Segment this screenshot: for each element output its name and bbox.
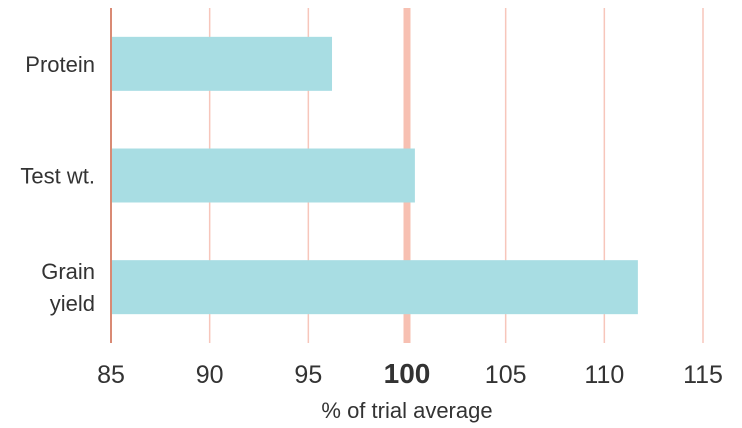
labels: 85 90 95 100 105 110 115 Protein Test wt. Grain yi… <box>20 52 723 389</box>
bar <box>111 260 638 315</box>
x-tick-label: 110 <box>584 361 624 389</box>
x-tick-label: 100 <box>384 358 431 389</box>
category-label: Grain yield <box>41 259 95 316</box>
x-tick-label: 105 <box>485 361 527 389</box>
x-tick-label: 115 <box>683 361 723 389</box>
category-label: Test wt. <box>20 164 95 189</box>
x-tick-label: 95 <box>294 361 322 389</box>
bar <box>111 36 333 91</box>
bars <box>111 36 638 315</box>
x-tick-label: 90 <box>196 361 224 389</box>
x-axis-title: % of trial average <box>321 398 492 423</box>
x-tick-label: 85 <box>97 361 125 389</box>
category-label: Protein <box>25 52 95 77</box>
bar <box>111 148 415 203</box>
